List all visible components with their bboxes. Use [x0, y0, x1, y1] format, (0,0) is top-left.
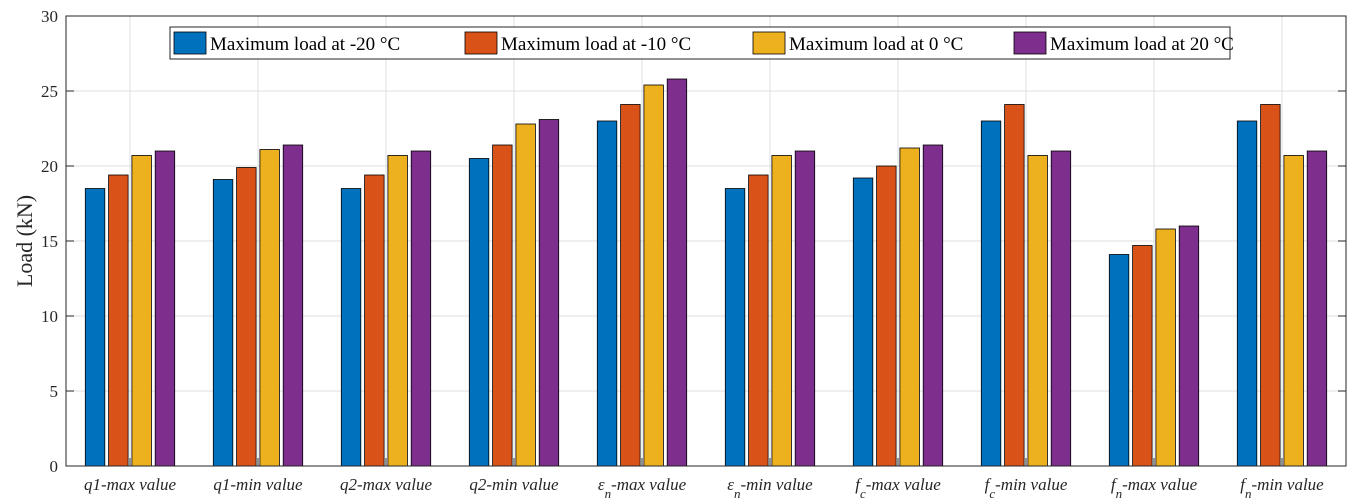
legend-swatch [464, 31, 498, 55]
x-category-label: q1-min value [213, 475, 303, 494]
y-tick-label: 5 [50, 382, 59, 401]
bar-2-6 [748, 174, 769, 467]
bar-4-8 [1050, 150, 1072, 467]
x-category-label: q1-max value [84, 475, 177, 494]
bar-3-4 [515, 123, 536, 467]
bar-3-7 [899, 147, 920, 467]
bar-4-9 [1178, 225, 1200, 467]
bar-4-7 [922, 144, 944, 467]
bar-4-1 [154, 150, 176, 467]
bar-3-10 [1283, 155, 1304, 467]
bar-2-10 [1260, 104, 1281, 467]
bar-2-9 [1132, 245, 1153, 467]
bar-2-2 [236, 167, 257, 467]
legend-label: Maximum load at -10 °C [501, 34, 691, 55]
x-category-label: q2-min value [469, 475, 559, 494]
y-tick-label: 10 [41, 307, 58, 326]
bar-1-2 [212, 179, 234, 467]
bar-4-2 [282, 144, 304, 467]
bar-4-4 [538, 119, 560, 467]
bar-2-1 [108, 174, 129, 467]
bar-3-3 [387, 155, 408, 467]
x-axis: q1-max value q1-min value q2-max value q2-m… [84, 458, 1324, 501]
bar-1-5 [596, 120, 618, 467]
x-category-label: εn-max value [598, 475, 687, 501]
legend-box [169, 26, 1231, 60]
bar-1-6 [724, 188, 746, 467]
y-tick-label: 15 [41, 232, 58, 251]
bar-1-9 [1108, 254, 1130, 467]
y-tick-label: 20 [41, 157, 58, 176]
bar-2-3 [364, 174, 385, 467]
bar-1-1 [84, 188, 106, 467]
bar-1-8 [980, 120, 1002, 467]
x-category-label: q2-max value [340, 475, 433, 494]
bar-2-5 [620, 104, 641, 467]
bar-3-1 [131, 155, 152, 467]
x-category-label: fc-max value [855, 475, 941, 501]
legend-swatch [173, 31, 207, 55]
x-category-label: fc-min value [985, 475, 1068, 501]
y-tick-label: 0 [50, 457, 59, 476]
bar-2-4 [492, 144, 513, 467]
legend-label: Maximum load at 20 °C [1050, 34, 1234, 55]
legend-label: Maximum load at 0 °C [789, 34, 963, 55]
bar-3-8 [1027, 155, 1048, 467]
bar-3-9 [1155, 228, 1176, 467]
legend-swatch [1013, 31, 1047, 55]
bar-4-10 [1306, 150, 1328, 467]
legend-label: Maximum load at -20 °C [210, 34, 400, 55]
y-tick-label: 30 [41, 7, 58, 26]
bar-1-4 [468, 158, 490, 467]
x-category-label: fn-min value [1240, 475, 1324, 501]
bar-4-6 [794, 150, 816, 467]
bar-1-10 [1236, 120, 1258, 467]
x-category-label: εn-min value [727, 475, 813, 501]
bar-4-3 [410, 150, 432, 467]
bar-3-5 [643, 84, 664, 467]
bar-2-7 [876, 165, 897, 467]
bar-3-2 [259, 149, 280, 467]
bar-1-7 [852, 177, 874, 467]
x-category-label: fn-max value [1111, 475, 1198, 501]
y-axis: 0 5 10 15 20 25 30 [41, 7, 1346, 476]
y-axis-title: Load (kN) [12, 195, 37, 287]
legend-swatch [752, 31, 786, 55]
y-tick-label: 25 [41, 82, 58, 101]
bar-3-6 [771, 155, 792, 467]
legend: Maximum load at -20 °C Maximum load at -1… [169, 26, 1234, 60]
bar-2-8 [1004, 104, 1025, 467]
bar-4-5 [666, 78, 688, 467]
bar-1-3 [340, 188, 362, 467]
